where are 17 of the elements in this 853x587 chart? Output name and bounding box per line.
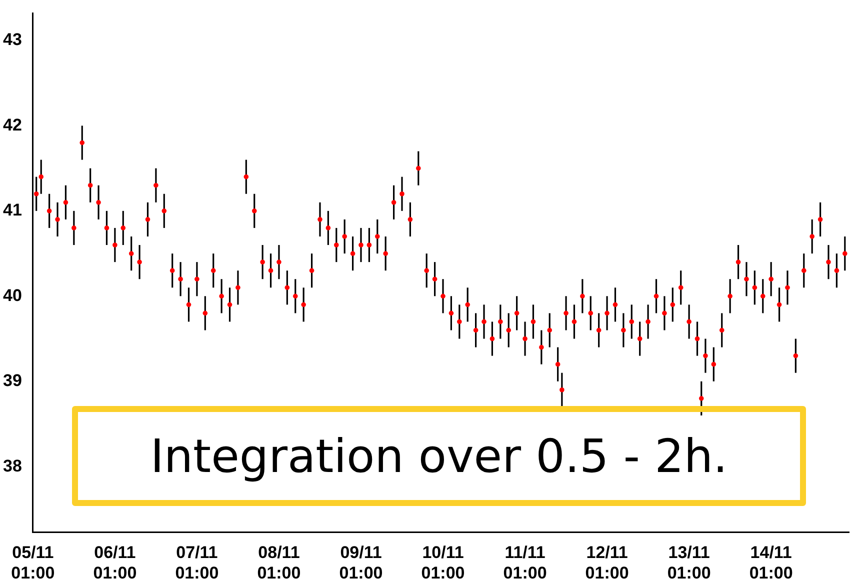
- x-tick-label: 11/11 01:00: [503, 543, 547, 582]
- y-tick-label: 42: [2, 115, 22, 134]
- x-tick-label: 08/11 01:00: [257, 543, 301, 582]
- y-tick-label: 38: [2, 456, 22, 476]
- y-tick-label: 40: [2, 286, 22, 305]
- x-tick-label: 09/11 01:00: [339, 543, 383, 582]
- x-tick-label: 07/11 01:00: [175, 543, 219, 582]
- x-tick-label: 10/11 01:00: [421, 543, 465, 582]
- x-tick-label: 06/11 01:00: [93, 543, 137, 582]
- annotation: Integration over 0.5 - 2h.: [150, 429, 728, 483]
- y-tick-label: 41: [2, 200, 22, 220]
- x-tick-label: 05/11 01:00: [11, 543, 55, 582]
- y-tick-label: 43: [2, 30, 22, 50]
- x-tick-label: 14/11 01:00: [749, 543, 793, 582]
- x-tick-label: 13/11 01:00: [667, 543, 711, 582]
- y-tick-label: 39: [2, 371, 22, 390]
- x-tick-label: 12/11 01:00: [585, 543, 629, 582]
